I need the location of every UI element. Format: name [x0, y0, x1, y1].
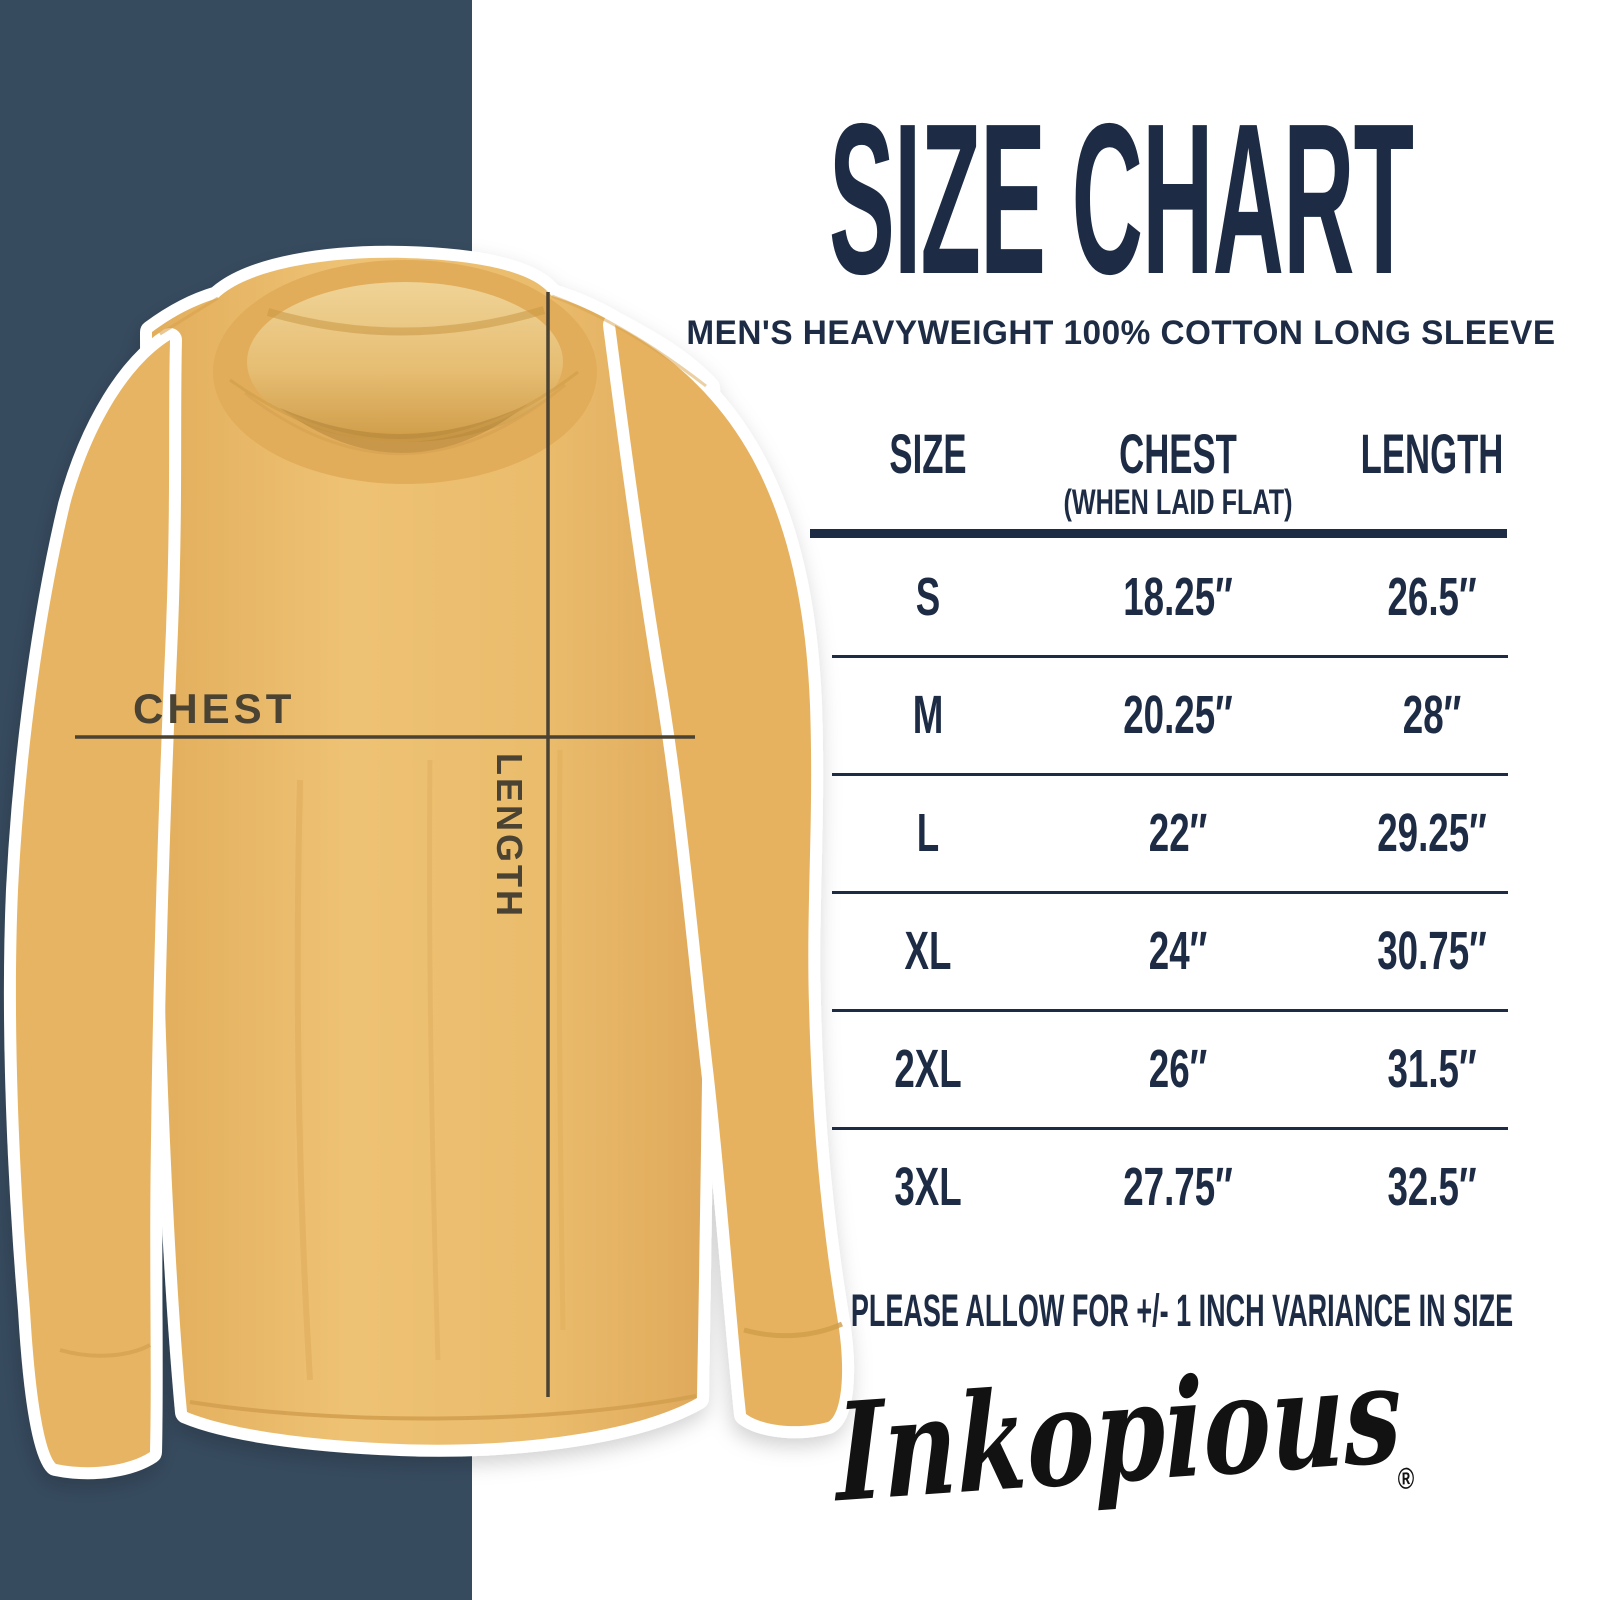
row-separator: [832, 1009, 1508, 1012]
table-row: 2XL 26″ 31.5″: [0, 1010, 1600, 1128]
wrinkle: [426, 759, 441, 1361]
registered-mark-icon: ®: [1397, 1462, 1415, 1497]
row-separator: [832, 773, 1508, 776]
column-header-chest: CHEST: [1119, 422, 1237, 485]
chest-cell: 26″: [1148, 1039, 1208, 1099]
length-cell: 31.5″: [1387, 1039, 1477, 1099]
length-cell: 30.75″: [1377, 921, 1487, 981]
size-cell: M: [912, 685, 944, 745]
chest-subnote: (WHEN LAID FLAT): [1063, 483, 1293, 522]
length-cell: 28″: [1402, 685, 1462, 745]
table-row: L 22″ 29.25″: [0, 774, 1600, 892]
table-row: M 20.25″ 28″: [0, 656, 1600, 774]
variance-note: PLEASE ALLOW FOR +/- 1 INCH VARIANCE IN …: [850, 1285, 1514, 1336]
table-header-rule: [810, 529, 1507, 538]
row-separator: [832, 891, 1508, 894]
row-separator: [832, 1127, 1508, 1130]
column-header-size: SIZE: [889, 422, 967, 485]
size-cell: 3XL: [894, 1157, 962, 1217]
table-row: XL 24″ 30.75″: [0, 892, 1600, 1010]
shirt-photo: CHEST LENGTH: [3, 245, 855, 1480]
shoulder-seam: [159, 296, 219, 336]
collar-back-seam: [266, 306, 546, 336]
size-cell: 2XL: [894, 1039, 962, 1099]
column-header-length: LENGTH: [1360, 422, 1504, 485]
shoulder-seam: [551, 294, 707, 388]
wrinkle: [294, 779, 313, 1381]
shirt-left-sleeve: [3, 328, 182, 1480]
chest-cell: 20.25″: [1123, 685, 1233, 745]
chest-cell: 27.75″: [1123, 1157, 1233, 1217]
hem-stitch: [189, 1394, 697, 1421]
length-cell: 29.25″: [1377, 803, 1487, 863]
collar-shadow: [280, 404, 528, 454]
length-cell: 26.5″: [1387, 567, 1477, 627]
collar-rib: [244, 383, 566, 455]
length-cell: 32.5″: [1387, 1157, 1477, 1217]
table-row: S 18.25″ 26.5″: [0, 538, 1600, 656]
chest-cell: 18.25″: [1123, 567, 1233, 627]
chest-cell: 22″: [1148, 803, 1208, 863]
size-cell: S: [915, 567, 941, 627]
left-cuff-fold: [59, 1343, 151, 1358]
size-cell: L: [916, 803, 940, 863]
row-separator: [832, 655, 1508, 658]
shirt-body: [140, 245, 725, 1457]
brand-logo-text: Inkopious: [834, 1333, 1403, 1533]
collar-rib: [229, 370, 579, 443]
right-cuff-fold: [743, 1321, 844, 1339]
wrinkle: [556, 749, 566, 1331]
chest-label: CHEST: [133, 685, 295, 732]
table-row: 3XL 27.75″ 32.5″: [0, 1128, 1600, 1246]
page-title: SIZE CHART: [828, 78, 1414, 319]
length-label: LENGTH: [489, 753, 530, 919]
size-cell: XL: [904, 921, 952, 981]
product-subtitle: MEN'S HEAVYWEIGHT 100% COTTON LONG SLEEV…: [686, 314, 1556, 352]
shirt-group: [3, 245, 855, 1480]
shirt-right-sleeve: [603, 313, 855, 1439]
chest-cell: 24″: [1148, 921, 1208, 981]
